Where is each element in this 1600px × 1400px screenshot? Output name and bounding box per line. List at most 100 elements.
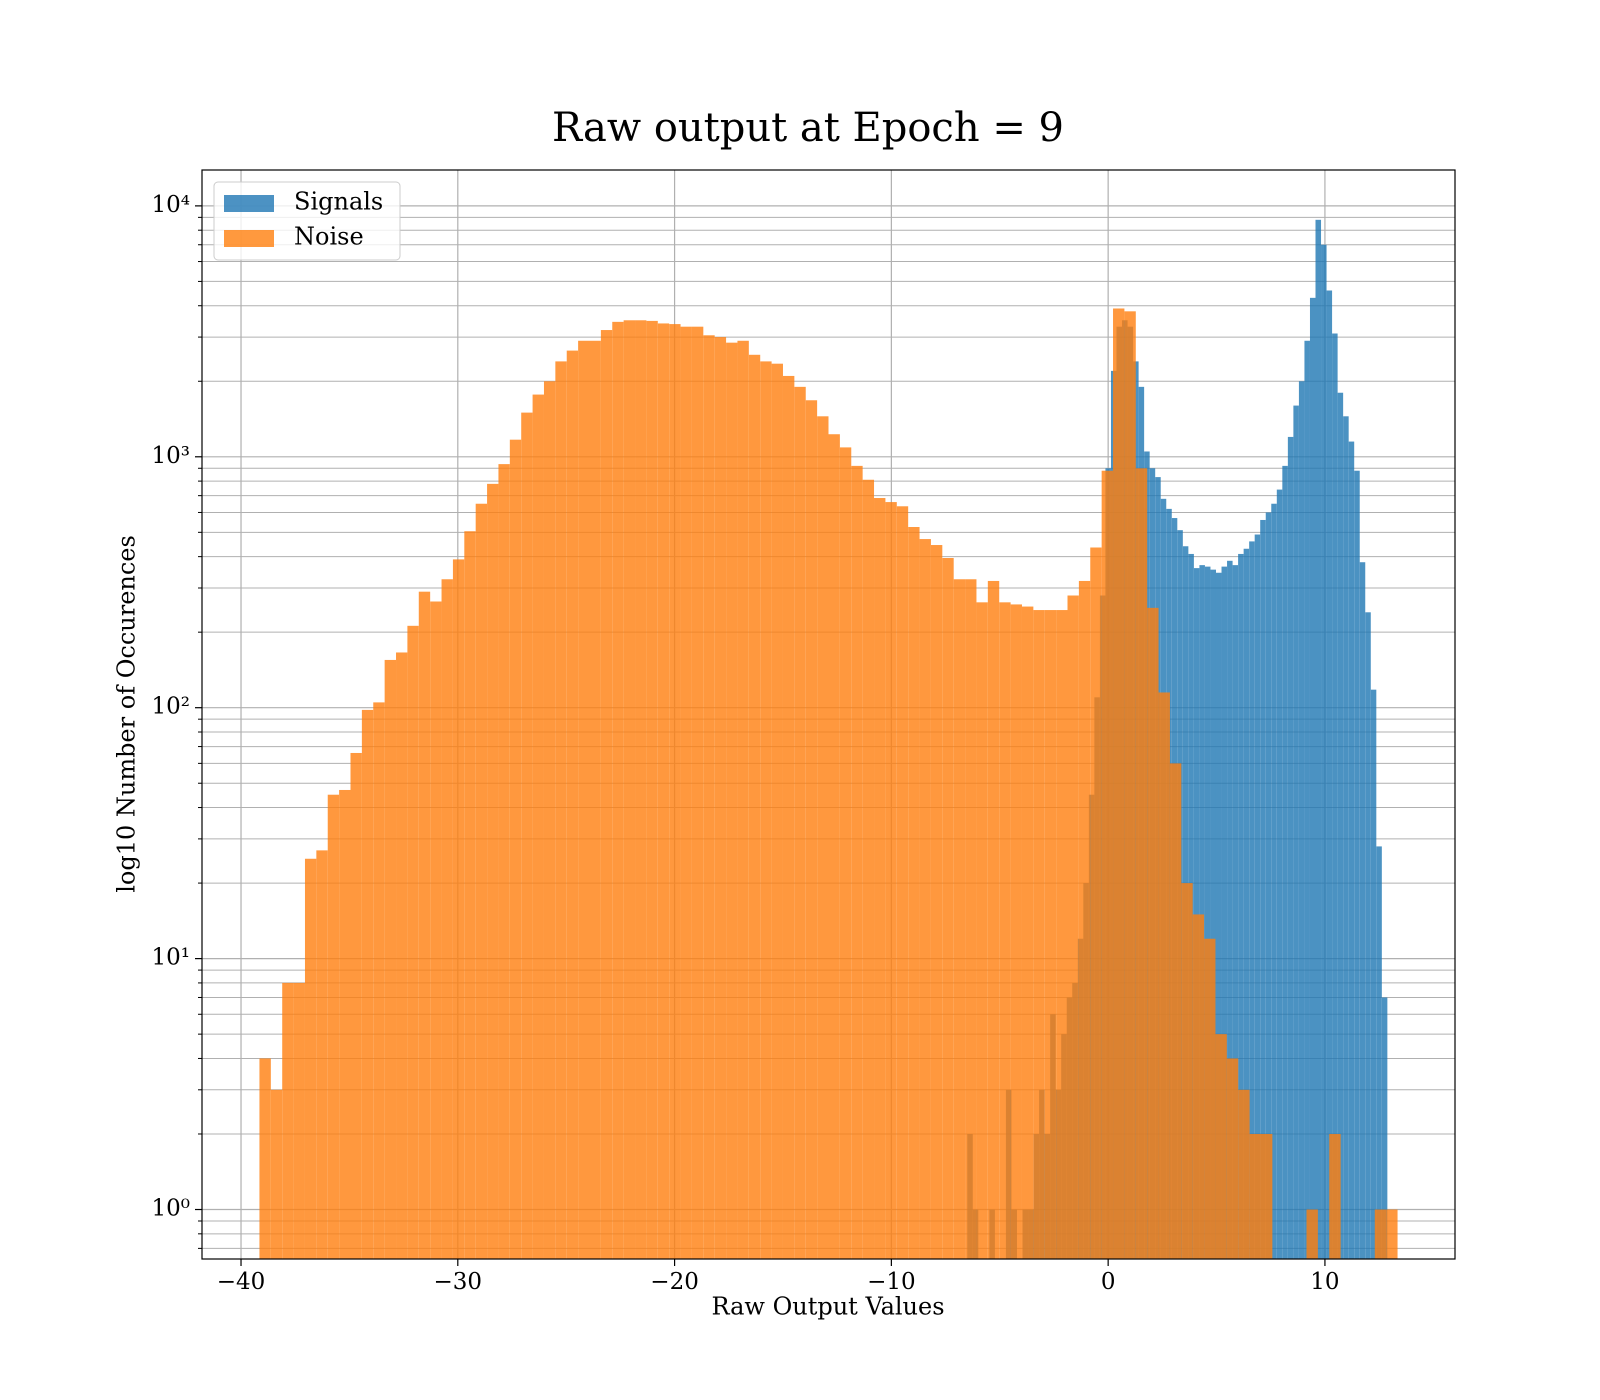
chart-title: Raw output at Epoch = 9 xyxy=(552,105,1064,151)
bar xyxy=(1226,1058,1239,1259)
bar xyxy=(748,354,761,1259)
bar xyxy=(1386,1209,1398,1259)
bar xyxy=(714,337,727,1259)
bar xyxy=(794,386,806,1259)
bar xyxy=(1359,562,1366,1259)
x-tick-label: 0 xyxy=(1101,1269,1116,1295)
x-tick-label: −20 xyxy=(650,1269,699,1295)
legend-swatch xyxy=(224,230,274,247)
bar xyxy=(1056,610,1068,1259)
bar xyxy=(703,335,715,1259)
bar xyxy=(1124,311,1136,1259)
bar xyxy=(543,381,556,1259)
bar xyxy=(1315,219,1322,1260)
x-tick-label: −10 xyxy=(867,1269,916,1295)
bar xyxy=(464,531,476,1259)
bar xyxy=(1113,308,1125,1260)
bar xyxy=(1309,297,1316,1259)
series xyxy=(259,308,1398,1260)
bar xyxy=(1232,565,1239,1259)
y-tick-label: 10³ xyxy=(152,443,191,469)
x-tick-label: 10 xyxy=(1310,1269,1339,1295)
bar xyxy=(316,850,328,1259)
bar xyxy=(1221,566,1228,1259)
legend-label: Noise xyxy=(294,223,364,251)
bar xyxy=(282,982,294,1259)
bar xyxy=(1326,290,1333,1259)
bar xyxy=(1374,1209,1387,1259)
bar xyxy=(1135,468,1148,1259)
bar xyxy=(430,601,442,1259)
bar xyxy=(1354,470,1360,1260)
y-tick-label: 10² xyxy=(152,694,191,720)
bar xyxy=(555,361,567,1259)
bar xyxy=(339,789,351,1259)
bar xyxy=(1249,541,1255,1259)
bar xyxy=(1238,1089,1250,1259)
bar xyxy=(817,416,829,1260)
y-tick-label: 10⁰ xyxy=(152,1196,191,1222)
bar xyxy=(646,320,658,1260)
bar xyxy=(976,602,988,1259)
bar xyxy=(487,483,499,1259)
bar xyxy=(999,602,1011,1259)
bar xyxy=(521,412,533,1259)
bar xyxy=(680,326,692,1259)
bar xyxy=(965,579,977,1259)
bar xyxy=(1215,1034,1227,1259)
bar xyxy=(1010,604,1022,1259)
bar xyxy=(350,752,362,1259)
bar xyxy=(1321,244,1327,1259)
bar xyxy=(885,502,897,1259)
bar xyxy=(532,394,544,1259)
bar xyxy=(396,652,408,1259)
bar xyxy=(304,858,317,1259)
bar xyxy=(1181,883,1193,1259)
bar xyxy=(509,439,522,1260)
bar xyxy=(1204,566,1211,1259)
x-tick-label: −30 xyxy=(434,1269,483,1295)
bar xyxy=(1343,416,1349,1260)
bar xyxy=(635,320,647,1259)
bar xyxy=(1304,340,1310,1260)
x-tick-label: −40 xyxy=(217,1269,266,1295)
bar xyxy=(1192,914,1205,1259)
bar xyxy=(987,580,1000,1259)
bar xyxy=(1067,595,1079,1259)
bar xyxy=(1276,489,1283,1259)
bar xyxy=(270,1089,283,1259)
bar xyxy=(908,527,920,1259)
bar xyxy=(407,625,419,1259)
bar xyxy=(293,982,305,1259)
bar xyxy=(1033,610,1045,1259)
bar xyxy=(1370,689,1377,1259)
bar xyxy=(1260,1133,1273,1259)
bar xyxy=(771,363,783,1259)
bar xyxy=(1078,580,1091,1259)
bar xyxy=(1021,606,1034,1259)
bar xyxy=(259,1058,271,1259)
bar xyxy=(623,320,636,1259)
bar xyxy=(612,321,624,1259)
bar xyxy=(361,709,374,1259)
legend-swatch xyxy=(224,195,274,212)
bar xyxy=(851,465,863,1259)
bar xyxy=(1169,763,1182,1259)
bar xyxy=(1293,405,1299,1260)
bar xyxy=(452,559,465,1259)
bar xyxy=(327,794,340,1259)
bar xyxy=(475,503,488,1259)
bar xyxy=(1090,547,1102,1259)
bar xyxy=(1348,441,1355,1260)
bar xyxy=(418,591,431,1259)
y-tick-label: 10¹ xyxy=(152,945,191,971)
bar xyxy=(805,400,818,1259)
bar xyxy=(1265,512,1272,1259)
bar xyxy=(373,702,385,1259)
bar xyxy=(760,361,772,1259)
bar xyxy=(1287,436,1294,1259)
y-axis-label: log10 Number of Occurences xyxy=(113,535,141,893)
bar xyxy=(896,506,909,1259)
bar xyxy=(578,340,590,1260)
bar xyxy=(839,447,852,1259)
